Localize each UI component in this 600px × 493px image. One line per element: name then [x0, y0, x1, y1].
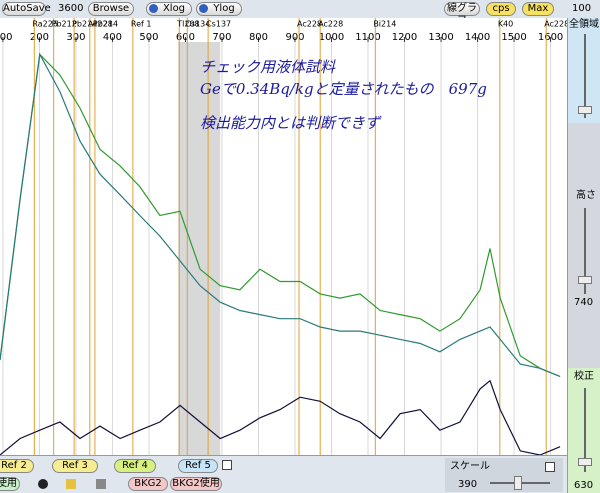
slider-track	[584, 34, 586, 118]
x-tick-label: 300	[66, 32, 85, 43]
x-tick-label: 1600	[538, 32, 563, 43]
x-tick-label: 600	[176, 32, 195, 43]
roi-band	[178, 42, 221, 455]
ylog-icon	[199, 4, 208, 13]
slider-thumb[interactable]	[578, 458, 592, 466]
x-tick-label: 1200	[392, 32, 417, 43]
scale-panel	[445, 458, 563, 492]
x-tick-label: 500	[139, 32, 158, 43]
cps-button[interactable]: cps	[486, 2, 516, 16]
bottom-bar: Ref 2 Ref 3 Ref 4 Ref 5 使用 BKG2 BKG2使用 ス…	[0, 455, 567, 493]
spectrum-chart: 100 200 300 400 500 600 700 800 900 1000 1100 1200 1…	[0, 18, 567, 455]
slider-thumb[interactable]	[578, 276, 592, 284]
isotope-label: Bi214	[373, 20, 396, 29]
isotope-label: Pb212	[52, 20, 77, 29]
checkbox[interactable]	[222, 460, 232, 470]
line-graph-button[interactable]: 線グラフ	[444, 2, 480, 26]
annotation: Geで0.34Bq/kgと定量されたもの 697g	[200, 80, 487, 98]
side-panel: 全領域 高さ 740 校正 630	[567, 18, 600, 493]
x-tick-label: 100	[0, 32, 12, 43]
x-tick-label: 900	[285, 32, 304, 43]
toolbar: AutoSave 3600 Browse Xlog Ylog 線グラフ cps …	[0, 0, 600, 26]
x-tick-label: 800	[249, 32, 268, 43]
calibration-value: 630	[574, 480, 594, 491]
slider-track	[584, 388, 586, 472]
print-icon[interactable]	[96, 479, 106, 489]
calibration-label: 校正	[574, 371, 594, 382]
isotope-label: Ac228	[88, 20, 113, 29]
slider-thumb[interactable]	[514, 476, 522, 490]
browse-button[interactable]: Browse	[88, 2, 134, 16]
ref-button[interactable]: Ref 4	[114, 459, 156, 473]
paw-icon[interactable]	[38, 479, 48, 489]
bkg2-button[interactable]: BKG2	[128, 477, 168, 491]
isotope-label: Ra226	[32, 20, 58, 29]
spectrum-line	[0, 52, 561, 378]
full-range-label: 全領域	[569, 19, 599, 30]
ref-button[interactable]: Ref 5	[178, 459, 218, 473]
isotope-label: Cs134	[185, 20, 210, 29]
xlog-icon	[149, 4, 158, 13]
isotope-label: Ac228	[318, 20, 343, 29]
scale-label: スケール	[450, 461, 490, 472]
height-value: 740	[574, 297, 594, 308]
x-tick-label: 1100	[355, 32, 380, 43]
spectrum-line	[0, 379, 561, 455]
x-tick-label: 1000	[319, 32, 344, 43]
time-value: 3600	[58, 3, 84, 14]
isotope-label: Pb214	[93, 20, 118, 29]
use-button[interactable]: 使用	[0, 477, 20, 491]
slider-track	[584, 208, 586, 294]
isotope-label: Ref 1	[131, 20, 152, 29]
height-label: 高さ	[576, 190, 596, 201]
x-tick-label: 200	[30, 32, 49, 43]
slider-thumb[interactable]	[578, 106, 592, 114]
x-tick-label: 400	[103, 32, 122, 43]
spectrum-line	[0, 53, 561, 378]
bkg2-use-button[interactable]: BKG2使用	[170, 477, 222, 491]
autosave-button[interactable]: AutoSave	[2, 2, 51, 16]
x-tick-label: 1300	[428, 32, 453, 43]
checkbox[interactable]	[545, 462, 555, 472]
scale-value: 390	[458, 479, 478, 490]
lock-icon[interactable]	[66, 479, 76, 489]
isotope-label: Ac228	[544, 20, 567, 29]
isotope-label: Pb214	[72, 20, 97, 29]
ref-button[interactable]: Ref 2	[0, 459, 34, 473]
isotope-label: Tl208	[176, 20, 199, 29]
max-value: 100	[572, 3, 592, 14]
ref-button[interactable]: Ref 3	[52, 459, 98, 473]
isotope-label: K40	[498, 20, 513, 29]
x-tick-label: 1500	[501, 32, 526, 43]
annotation: 検出能力内とは判断できず	[200, 114, 382, 132]
x-tick-label: 700	[212, 32, 231, 43]
x-tick-label: 1400	[465, 32, 490, 43]
annotation: チェック用液体試料	[200, 58, 336, 76]
max-button[interactable]: Max	[522, 2, 554, 16]
isotope-label: Ac228	[297, 20, 322, 29]
isotope-label: Cs137	[206, 20, 231, 29]
